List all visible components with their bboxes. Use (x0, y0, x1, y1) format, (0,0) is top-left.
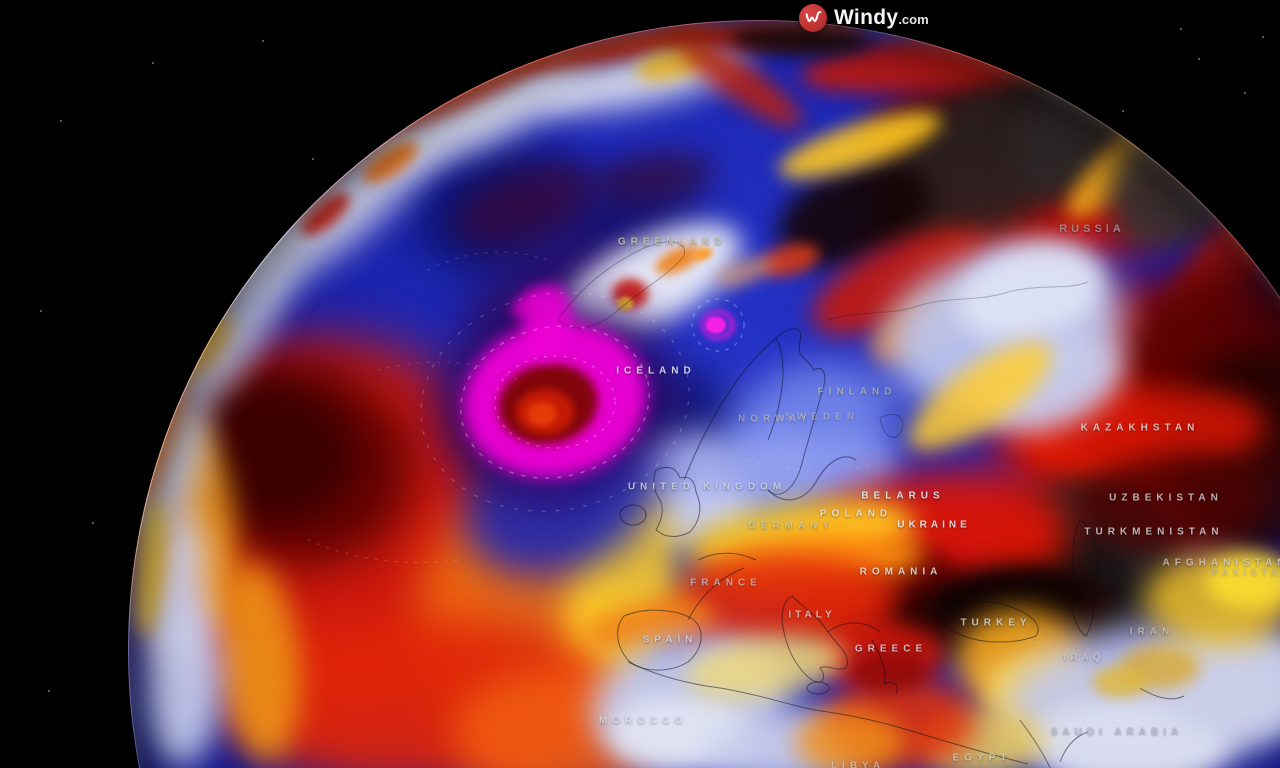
star (1262, 36, 1264, 38)
windy-suffix: .com (898, 12, 929, 27)
windy-swirl-icon (799, 4, 827, 32)
star (262, 40, 264, 42)
anomaly-blob (850, 652, 930, 692)
star (92, 522, 94, 524)
polar-vortex-eye (527, 402, 557, 426)
anomaly-blob (1205, 554, 1280, 610)
star (48, 690, 50, 692)
windy-logo-text: Windy .com (834, 6, 929, 30)
secondary-vortex-core (706, 316, 726, 334)
anomaly-blob (617, 297, 633, 311)
anomaly-blob (795, 709, 905, 768)
star (60, 120, 62, 122)
windy-brand: Windy (834, 6, 899, 29)
star (152, 62, 154, 64)
globe[interactable] (128, 20, 1280, 768)
windy-logo[interactable]: Windy .com (799, 3, 929, 33)
star (40, 310, 42, 312)
anomaly-blob (1092, 666, 1148, 698)
